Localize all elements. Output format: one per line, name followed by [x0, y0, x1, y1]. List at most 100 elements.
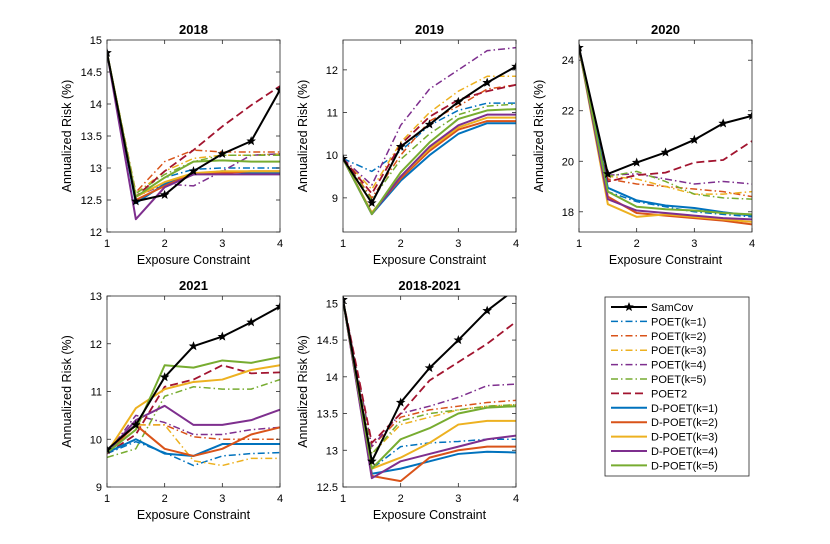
series-line-poet-k-4: [343, 46, 516, 186]
data-point-samcov: [107, 47, 112, 57]
legend-item-d-poet-k-5: D-POET(k=5): [611, 460, 718, 472]
x-tick-label: 2: [162, 238, 168, 250]
data-point-samcov: [246, 317, 256, 327]
data-point-samcov: [107, 444, 112, 454]
legend-item-d-poet-k-4: D-POET(k=4): [611, 446, 718, 458]
data-point-samcov: [660, 147, 671, 157]
legend-label: POET2: [651, 388, 687, 400]
y-axis-label: Annualized Risk (%): [60, 80, 74, 193]
series-line-poet2: [107, 364, 280, 455]
x-tick-label: 1: [576, 238, 582, 250]
data-point-samcov: [343, 296, 348, 304]
series-group: [107, 47, 280, 221]
x-tick-label: 2: [162, 493, 168, 505]
series-line-poet-k-3: [107, 424, 280, 467]
data-point-samcov: [367, 197, 377, 208]
x-tick-label: 2: [398, 238, 404, 250]
legend-item-samcov: SamCov: [611, 301, 694, 314]
series-line-poet-k-1: [107, 440, 280, 467]
panel-2020: 1 2 3 4 18 20 22 24 2020 Exposure Constraint Annua…: [532, 22, 755, 267]
series-line-d-poet-k-5: [343, 108, 516, 216]
x-axis-label: Exposure Constraint: [373, 508, 487, 522]
data-point-samcov: [424, 119, 435, 129]
y-tick-label: 18: [562, 207, 574, 219]
x-axis-label: Exposure Constraint: [609, 253, 723, 267]
legend-box: [604, 296, 750, 477]
y-tick-label: 12.5: [81, 195, 102, 207]
legend-label: POET(k=1): [651, 316, 706, 328]
y-axis-label: Annualized Risk (%): [60, 335, 74, 448]
series-line-poet-k-5: [579, 47, 752, 200]
data-point-samcov: [482, 305, 492, 315]
legend-marker: [624, 301, 634, 312]
legend-item-poet-k-3: POET(k=3): [611, 345, 706, 357]
y-axis-label: Annualized Risk (%): [296, 335, 310, 448]
legend-item-d-poet-k-3: D-POET(k=3): [611, 432, 718, 444]
x-axis-label: Exposure Constraint: [137, 508, 251, 522]
series-line-poet2: [343, 83, 516, 195]
series-line-d-poet-k-4: [343, 299, 516, 480]
series-line-d-poet-k-4: [579, 47, 752, 221]
x-tick-label: 1: [340, 238, 346, 250]
data-point-samcov: [188, 341, 199, 351]
data-point-samcov: [631, 157, 642, 167]
axes-box: [342, 295, 517, 488]
series-line-poet-k-4: [107, 414, 280, 455]
series-group: [579, 42, 752, 226]
y-axis-label: Annualized Risk (%): [296, 80, 310, 193]
y-tick-label: 14: [90, 99, 102, 111]
y-tick-label: 10: [90, 434, 102, 446]
legend-label: D-POET(k=3): [651, 432, 718, 444]
legend-item-poet-k-4: POET(k=4): [611, 360, 706, 372]
legend-label: POET(k=3): [651, 345, 706, 357]
plot-area: [579, 40, 752, 232]
y-tick-label: 9: [96, 482, 102, 494]
data-point-samcov: [159, 189, 170, 199]
series-group: [343, 46, 516, 216]
data-point-samcov: [747, 110, 752, 120]
legend-item-poet-k-2: POET(k=2): [611, 331, 706, 343]
x-tick-label: 1: [340, 493, 346, 505]
x-tick-label: 4: [277, 238, 283, 250]
x-tick-label: 4: [513, 493, 519, 505]
x-tick-label: 3: [455, 493, 461, 505]
series-line-poet-k-3: [343, 299, 516, 455]
y-tick-label: 12: [90, 339, 102, 351]
legend-label: POET(k=4): [651, 360, 706, 372]
y-tick-label: 13: [326, 445, 338, 457]
y-tick-label: 13.5: [317, 409, 338, 421]
y-tick-label: 20: [562, 156, 574, 168]
series-line-d-poet-k-4: [107, 52, 280, 221]
x-axis-label: Exposure Constraint: [137, 253, 251, 267]
data-point-samcov: [188, 166, 199, 176]
panel-2018-2021: 1 2 3 4 12.5 13 13.5 14 14.5 15 2018-2021 Exposure …: [296, 278, 519, 522]
data-point-samcov: [246, 136, 256, 146]
chart-title: 2020: [651, 22, 680, 37]
x-tick-label: 2: [398, 493, 404, 505]
data-point-samcov: [395, 141, 406, 151]
series-line-poet-k-2: [343, 84, 516, 199]
y-tick-label: 15: [326, 298, 338, 310]
series-line-d-poet-k-5: [579, 47, 752, 216]
data-point-samcov: [482, 77, 492, 87]
data-point-samcov: [453, 96, 464, 106]
data-point-samcov: [689, 134, 700, 144]
data-point-samcov: [217, 148, 228, 158]
chart-title: 2018-2021: [398, 278, 460, 293]
y-tick-label: 11: [91, 387, 102, 399]
data-point-samcov: [275, 301, 280, 311]
data-point-samcov: [511, 61, 516, 71]
series-line-d-poet-k-3: [107, 364, 280, 454]
y-tick-label: 24: [562, 55, 574, 67]
series-line-d-poet-k-5: [343, 299, 516, 470]
series-group: [343, 296, 516, 483]
plot-area: [343, 40, 516, 232]
legend-item-poet-k-5: POET(k=5): [611, 374, 706, 386]
axes-box: [578, 39, 753, 233]
y-tick-label: 15: [90, 35, 102, 47]
data-point-samcov: [343, 153, 348, 163]
chart-title: 2018: [179, 22, 208, 37]
legend-item-poet2: POET2: [611, 388, 687, 400]
